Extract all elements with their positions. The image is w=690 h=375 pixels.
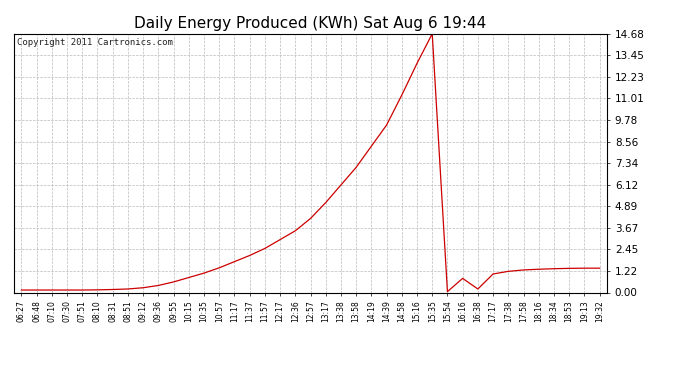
Title: Daily Energy Produced (KWh) Sat Aug 6 19:44: Daily Energy Produced (KWh) Sat Aug 6 19… [135,16,486,31]
Text: Copyright 2011 Cartronics.com: Copyright 2011 Cartronics.com [17,38,172,46]
